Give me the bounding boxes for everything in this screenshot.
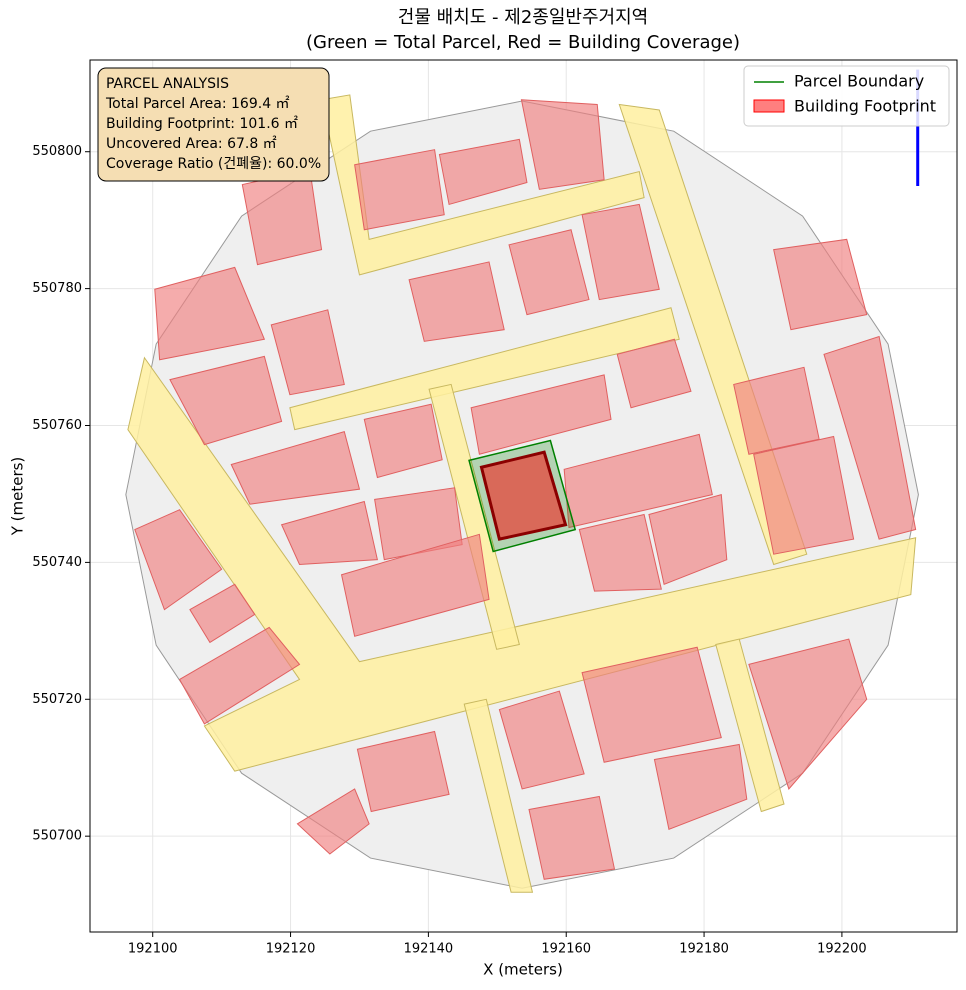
info-line: Building Footprint: 101.6 ㎡ bbox=[106, 116, 298, 132]
neighbor-building bbox=[470, 374, 612, 455]
neighbor-building bbox=[581, 203, 660, 301]
neighbor-building bbox=[578, 513, 662, 592]
neighbor-building bbox=[169, 355, 283, 446]
x-tick-label: 192200 bbox=[817, 942, 867, 957]
neighbor-building bbox=[178, 626, 301, 725]
road bbox=[715, 638, 785, 813]
neighbor-building bbox=[340, 533, 490, 637]
legend-box bbox=[743, 65, 950, 127]
axes-frame bbox=[89, 59, 958, 933]
neighbor-building bbox=[280, 500, 379, 565]
chart-title: 건물 배치도 - 제2종일반주거지역 bbox=[398, 7, 648, 28]
x-tick-label: 192100 bbox=[128, 942, 178, 957]
info-box bbox=[97, 67, 330, 182]
neighbor-building bbox=[408, 261, 505, 342]
road bbox=[463, 698, 534, 893]
x-tick-label: 192160 bbox=[541, 942, 591, 957]
neighbor-building bbox=[363, 403, 443, 479]
neighbor-building bbox=[563, 433, 713, 529]
neighbor-building bbox=[438, 138, 528, 206]
ticks: 192100 192120 192140 192160 192180 192200 5507… bbox=[32, 144, 866, 956]
neighbor-building bbox=[748, 638, 868, 790]
y-tick-label: 550760 bbox=[32, 418, 82, 433]
y-axis-label: Y (meters) bbox=[9, 457, 27, 537]
y-tick-label: 550700 bbox=[32, 829, 82, 844]
neighbor-building bbox=[581, 646, 722, 763]
info-line: Total Parcel Area: 169.4 ㎡ bbox=[105, 96, 290, 112]
neighbor-building bbox=[356, 730, 450, 813]
neighbor-building bbox=[354, 149, 445, 231]
chart-subtitle: (Green = Total Parcel, Red = Building Co… bbox=[306, 32, 740, 53]
neighbor-building bbox=[823, 335, 917, 540]
neighbor-building bbox=[230, 431, 361, 505]
info-line: Coverage Ratio (건폐율): 60.0% bbox=[106, 156, 321, 172]
legend-label: Building Footprint bbox=[794, 97, 936, 116]
overlay: PARCEL ANALYSIS Total Parcel Area: 169.4 … bbox=[97, 65, 950, 182]
neighbor-building bbox=[154, 266, 266, 361]
y-tick-label: 550800 bbox=[32, 144, 82, 159]
info-line: Uncovered Area: 67.8 ㎡ bbox=[106, 136, 277, 152]
neighbor-building bbox=[648, 493, 728, 585]
neighbor-building bbox=[134, 509, 223, 611]
legend-patch bbox=[753, 99, 785, 113]
road bbox=[289, 307, 680, 431]
y-tick-label: 550780 bbox=[32, 281, 82, 296]
plot-area bbox=[125, 69, 920, 893]
neighbor-building bbox=[270, 309, 345, 396]
neighbor-building bbox=[753, 435, 855, 555]
neighbor-building bbox=[296, 788, 370, 855]
y-tick-label: 550740 bbox=[32, 555, 82, 570]
building-footprint bbox=[479, 450, 568, 541]
neighbor-building bbox=[189, 583, 256, 644]
neighbor-building bbox=[520, 99, 605, 190]
x-tick-label: 192180 bbox=[679, 942, 729, 957]
road bbox=[320, 94, 645, 276]
neighbor-building bbox=[773, 238, 868, 331]
legend-label: Parcel Boundary bbox=[794, 72, 924, 91]
x-tick-label: 192120 bbox=[266, 942, 316, 957]
neighbor-building bbox=[616, 338, 692, 409]
info-line: PARCEL ANALYSIS bbox=[106, 76, 229, 92]
neighbor-building bbox=[528, 795, 616, 880]
road bbox=[127, 356, 917, 772]
y-tick-label: 550720 bbox=[32, 692, 82, 707]
neighbor-building bbox=[508, 229, 590, 316]
x-tick-label: 192140 bbox=[404, 942, 454, 957]
x-axis-label: X (meters) bbox=[483, 961, 563, 979]
neighbor-building bbox=[498, 690, 585, 790]
neighbor-building bbox=[653, 743, 748, 831]
